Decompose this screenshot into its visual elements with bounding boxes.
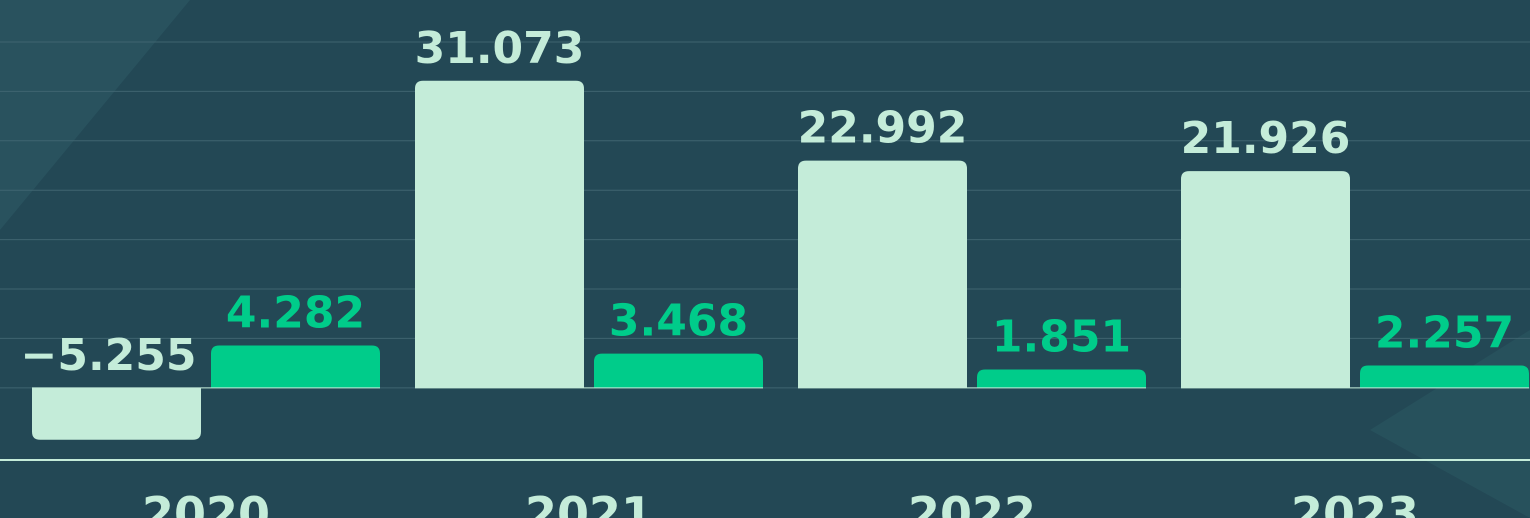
value-label: 3.468: [609, 296, 748, 347]
bar: [594, 353, 763, 388]
value-label: 21.926: [1181, 113, 1351, 164]
decor: [0, 0, 190, 230]
value-label: 22.992: [798, 103, 968, 154]
bar: [798, 160, 967, 388]
bar: [211, 345, 380, 388]
bar: [32, 387, 201, 440]
bar: [977, 369, 1146, 388]
value-label: 4.282: [226, 288, 365, 339]
value-label: 2.257: [1375, 308, 1514, 359]
bar: [415, 80, 584, 388]
value-label: 1.851: [992, 312, 1131, 363]
bar: [1360, 365, 1529, 388]
value-label: −5.255: [20, 330, 196, 381]
x-tick-label: 2020: [142, 487, 270, 518]
x-tick-label: 2021: [525, 487, 653, 518]
x-tick-label: 2023: [1291, 487, 1419, 518]
value-label: 31.073: [415, 23, 585, 74]
x-tick-label: 2022: [908, 487, 1036, 518]
bar: [1181, 171, 1350, 388]
